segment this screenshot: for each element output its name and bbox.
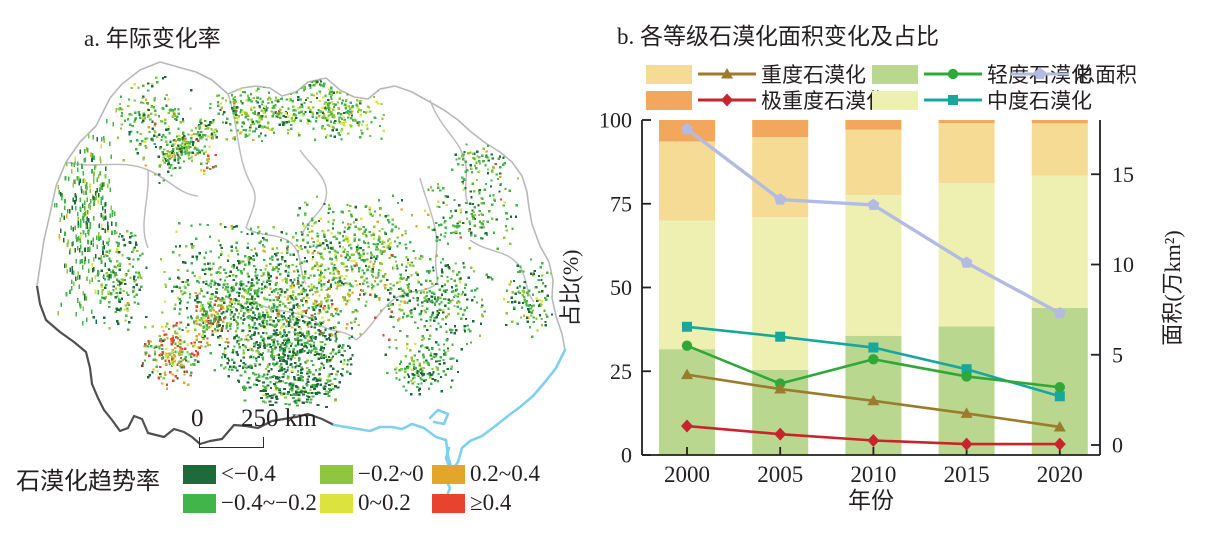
chart-legend-item-1: 轻度石漠化 — [872, 59, 1092, 89]
legend-label: 总面积 — [1074, 63, 1137, 87]
legend-label: 极重度石漠化 — [761, 89, 887, 113]
legend-label: 中度石漠化 — [987, 89, 1092, 113]
bar-segment-2005-重度石漠化 — [752, 137, 809, 218]
map-legend-item-1: −0.2~0 — [320, 461, 424, 487]
legend-swatch — [183, 464, 216, 484]
legend-line-sample — [698, 93, 756, 107]
karst-map — [35, 61, 567, 500]
southwest-border-dark — [35, 285, 335, 446]
x-tick-label: 2000 — [664, 462, 710, 487]
bar-segment-2000-重度石漠化 — [659, 141, 715, 221]
scale-bar — [199, 437, 264, 448]
legend-label: 0.2~0.4 — [470, 461, 540, 486]
panel-b-title: b. 各等级石漠化面积变化及占比 — [617, 24, 939, 49]
legend-swatch — [872, 90, 918, 110]
legend-swatch — [320, 464, 353, 484]
bar-segment-2010-重度石漠化 — [845, 129, 902, 196]
map-legend-item-4: 0~0.2 — [320, 490, 411, 516]
chart-legend-item-3: 极重度石漠化 — [646, 85, 887, 115]
legend-swatch — [432, 464, 465, 484]
legend-line-sample — [924, 95, 982, 105]
bar-segment-2020-轻度石漠化 — [1031, 307, 1088, 455]
map-legend-item-3: −0.4~−0.2 — [183, 490, 317, 516]
legend-swatch — [646, 64, 692, 84]
left-axis-title: 占比(%) — [558, 250, 583, 327]
map-legend-title: 石漠化趋势率 — [16, 469, 160, 495]
x-tick-label: 2015 — [944, 462, 990, 487]
scale-bar-distance-label: 250 km — [241, 405, 317, 432]
bar-segment-2020-极重度石漠化 — [1031, 120, 1088, 124]
bar-segment-2005-中度石漠化 — [752, 217, 809, 370]
left-tick-label: 25 — [610, 359, 632, 384]
chart-legend-item-2: 总面积 — [1010, 59, 1137, 89]
legend-label: −0.2~0 — [358, 461, 424, 486]
bar-segment-2015-极重度石漠化 — [938, 120, 995, 124]
left-tick-label: 75 — [610, 191, 632, 216]
legend-line-sample — [1011, 67, 1069, 80]
right-axis-title: 面积(万km²) — [1160, 230, 1185, 345]
bar-segment-2020-重度石漠化 — [1031, 123, 1088, 176]
legend-swatch — [646, 90, 692, 110]
bar-segment-2010-极重度石漠化 — [845, 120, 902, 130]
bar-segment-2015-中度石漠化 — [938, 183, 995, 327]
right-tick-label: 5 — [1112, 342, 1123, 367]
legend-label: −0.4~−0.2 — [221, 490, 317, 515]
left-tick-label: 50 — [610, 275, 632, 300]
x-tick-label: 2010 — [850, 462, 896, 487]
legend-label: 重度石漠化 — [761, 63, 866, 87]
map-legend-item-0: <−0.4 — [183, 461, 276, 487]
bar-segment-2015-轻度石漠化 — [938, 326, 995, 455]
legend-swatch — [872, 64, 918, 84]
left-tick-label: 100 — [599, 108, 632, 133]
x-tick-label: 2020 — [1037, 462, 1083, 487]
legend-label: <−0.4 — [221, 461, 276, 486]
bar-segment-2000-轻度石漠化 — [659, 349, 715, 455]
scale-bar-zero-label: 0 — [191, 405, 204, 432]
left-tick-label: 0 — [621, 443, 632, 468]
map-legend-item-2: 0.2~0.4 — [432, 461, 540, 487]
bar-segment-2015-重度石漠化 — [938, 123, 995, 184]
x-tick-label: 2005 — [757, 462, 803, 487]
x-axis-title: 年份 — [848, 488, 894, 513]
bar-segment-2020-中度石漠化 — [1031, 175, 1088, 308]
legend-line-sample — [698, 68, 756, 79]
map-legend-item-5: ≥0.4 — [432, 490, 511, 516]
chart-legend-item-4: 中度石漠化 — [872, 85, 1092, 115]
right-tick-label: 10 — [1112, 252, 1134, 277]
chart-legend-item-0: 重度石漠化 — [646, 59, 866, 89]
legend-swatch — [432, 493, 465, 513]
legend-swatch — [320, 493, 353, 513]
right-tick-label: 15 — [1112, 162, 1134, 187]
legend-label: ≥0.4 — [470, 490, 512, 515]
legend-line-sample — [924, 68, 982, 80]
legend-label: 0~0.2 — [358, 490, 411, 515]
right-tick-label: 0 — [1112, 433, 1123, 458]
panel-a-title: a. 年际变化率 — [84, 26, 221, 51]
legend-swatch — [183, 493, 216, 513]
bar-segment-2005-极重度石漠化 — [752, 120, 809, 138]
